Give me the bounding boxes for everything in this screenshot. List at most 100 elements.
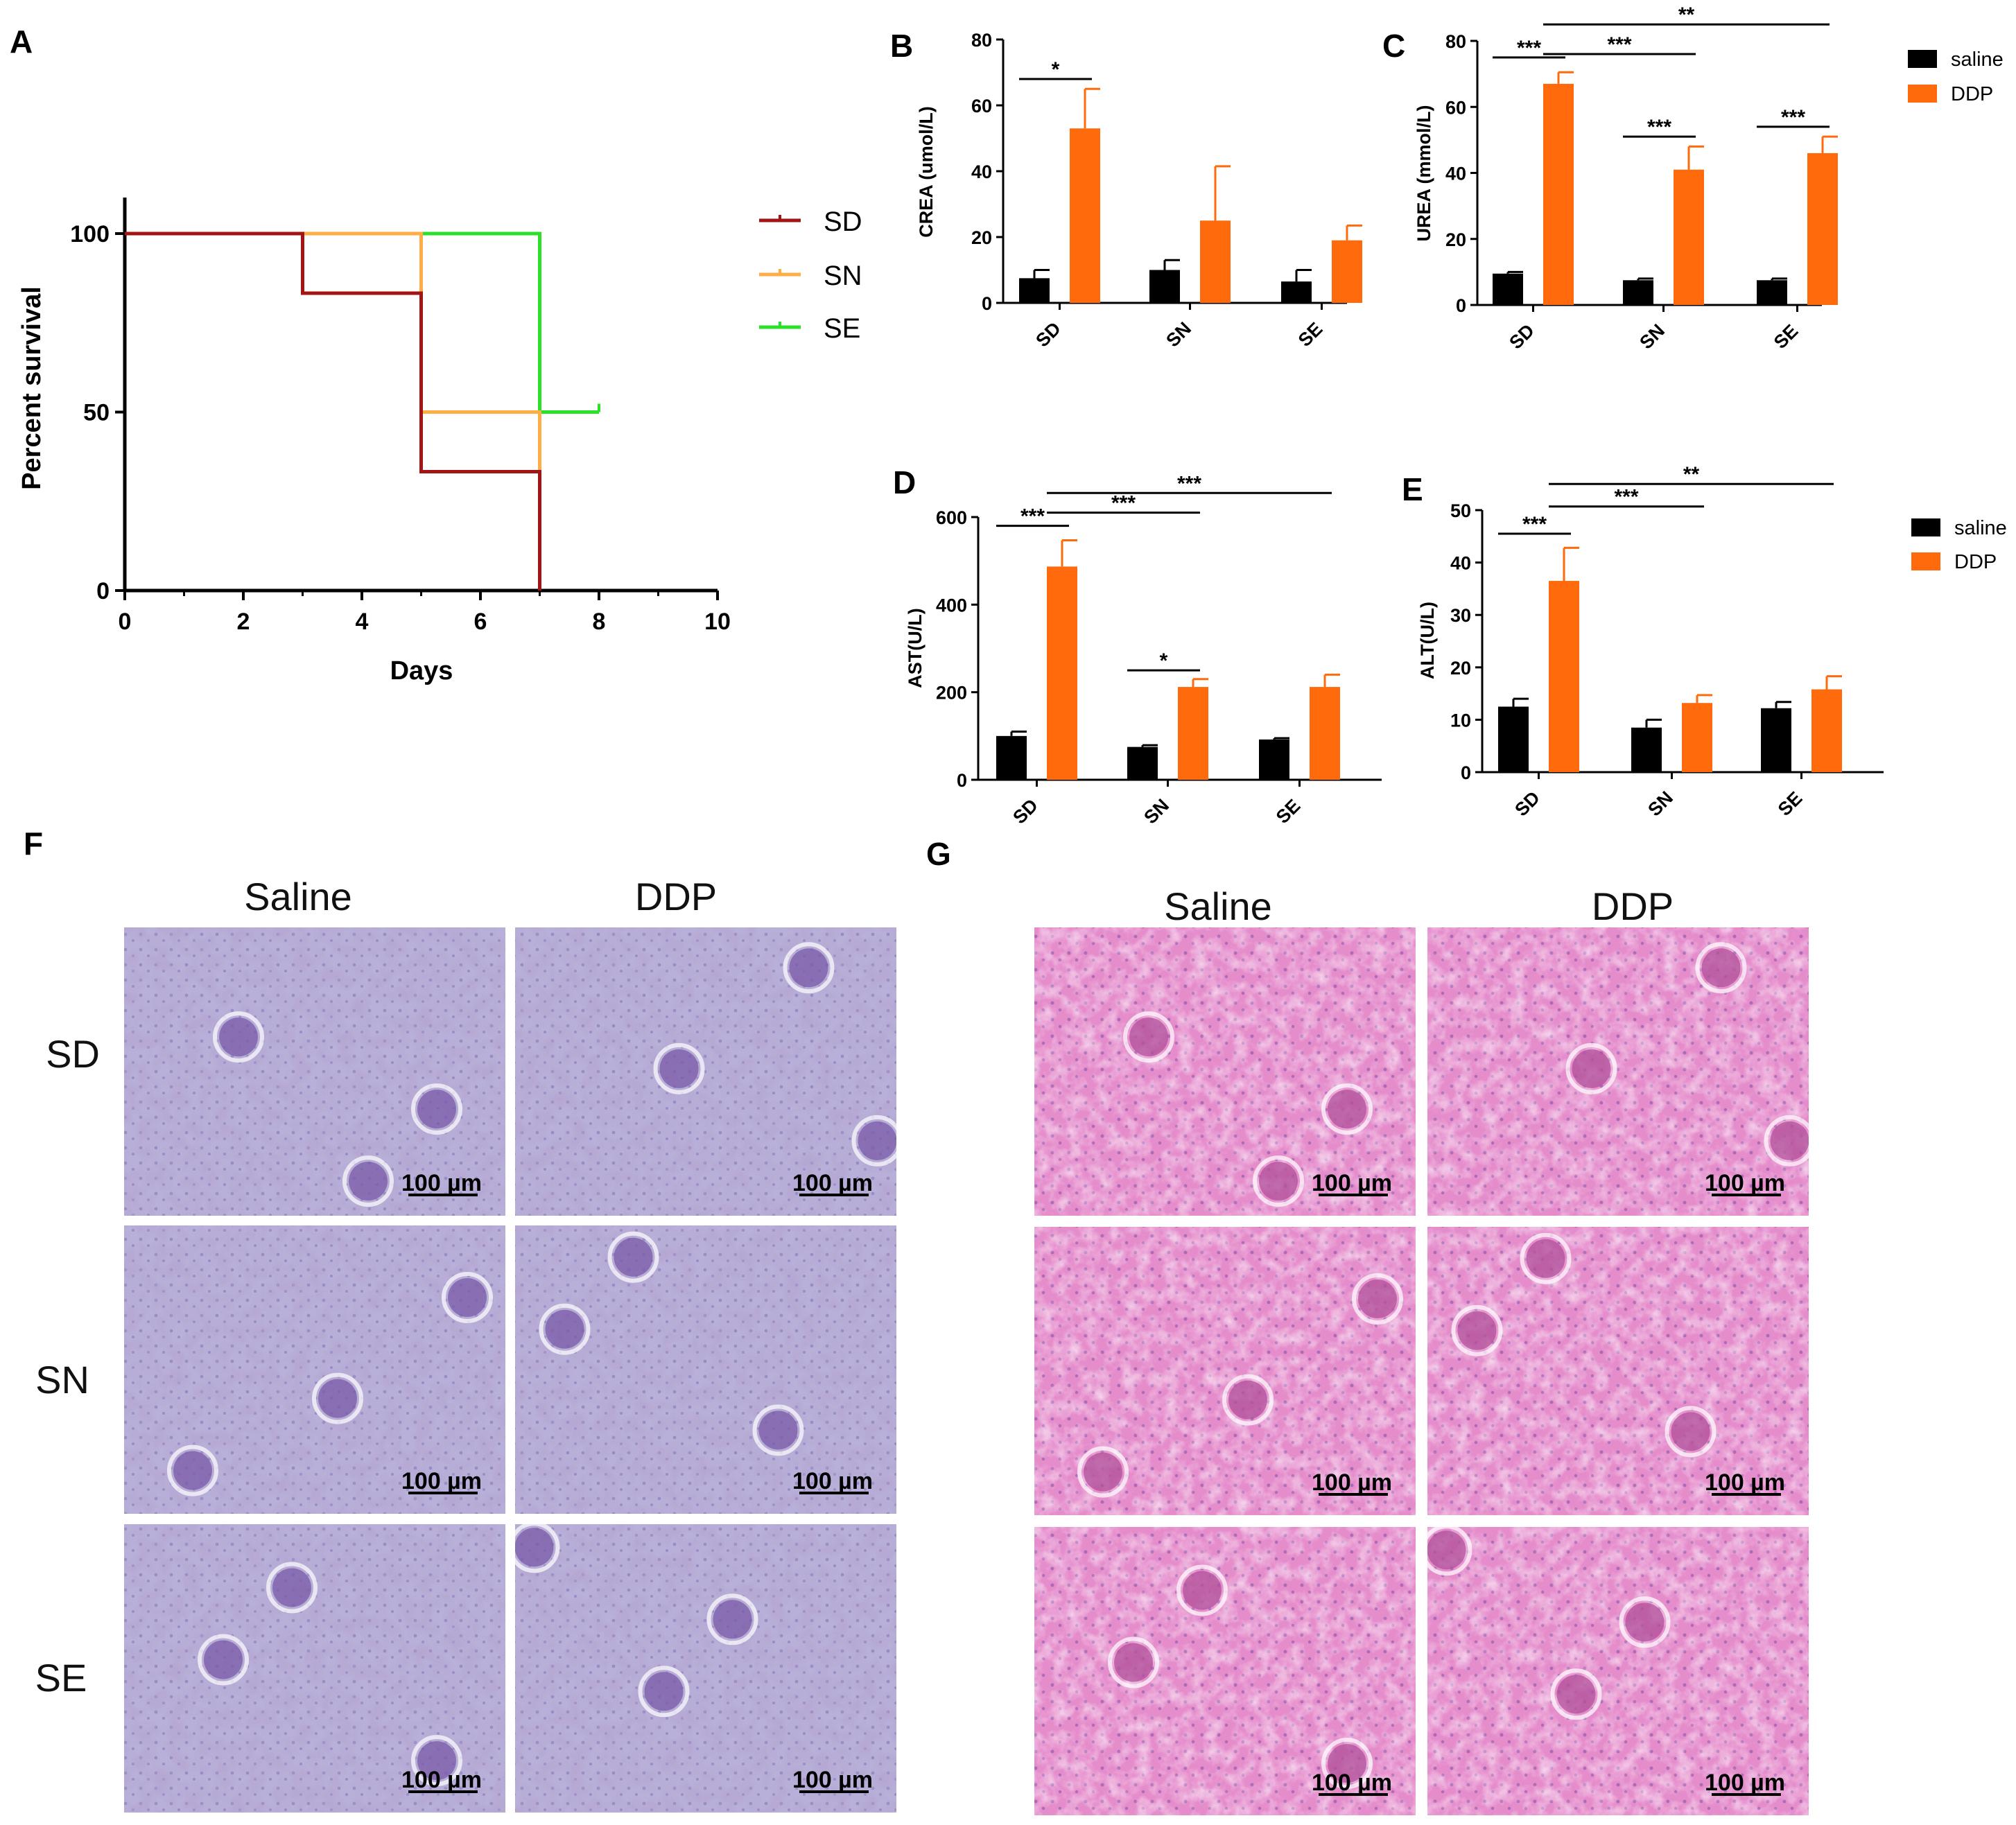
- glomerulus: [417, 1741, 456, 1781]
- survival-line-se: [125, 232, 599, 414]
- panel-label-g: G: [926, 836, 951, 872]
- scale-bar-label: 100 µm: [792, 1468, 873, 1494]
- pas-row-sd: SD: [46, 1032, 100, 1076]
- survival-x-tick-label: 2: [237, 609, 250, 635]
- y-tick-label: 80: [1445, 31, 1466, 52]
- legend-sd-label: SD: [824, 207, 862, 237]
- glomerulus-outline: [539, 1303, 591, 1355]
- scale-bar-label: 100 µm: [401, 1468, 482, 1494]
- panel-label-b: B: [890, 28, 913, 64]
- scale-bar-label: 100 µm: [792, 1170, 873, 1196]
- glomerulus-outline: [198, 1634, 249, 1686]
- pas-row-sn: SN: [35, 1358, 89, 1402]
- sig-stars: **: [1678, 3, 1695, 26]
- bar-saline-se: [1757, 280, 1787, 305]
- glomerulus-outline: [1222, 1374, 1274, 1426]
- panel-label-a: A: [10, 24, 33, 60]
- bar-saline-se: [1281, 281, 1312, 303]
- he-col-ddp: DDP: [1592, 884, 1674, 928]
- glomerulus: [515, 1528, 554, 1567]
- he-col-saline: Saline: [1164, 884, 1272, 928]
- glomerulus-outline: [1665, 1406, 1717, 1458]
- bar-ddp-sd: [1549, 581, 1579, 772]
- glomerulus: [272, 1568, 311, 1607]
- bar-saline-sn: [1127, 746, 1158, 780]
- glomerulus-outline: [752, 1404, 804, 1456]
- x-tick-label-sd: SD: [1505, 320, 1538, 353]
- bar-saline-sd: [996, 735, 1027, 780]
- y-tick-label: 60: [971, 96, 992, 116]
- sig-stars: ***: [1781, 106, 1805, 129]
- x-tick-label-sn: SN: [1140, 795, 1173, 828]
- glomerulus-outline: [342, 1155, 394, 1207]
- glomerulus: [1358, 1280, 1397, 1318]
- y-axis-title: UREA (mmol/L): [1414, 105, 1434, 242]
- survival-line-sn: [125, 232, 541, 472]
- sig-stars: *: [1160, 649, 1168, 672]
- tile-content: [515, 1524, 896, 1813]
- glomerulus-outline: [312, 1372, 363, 1424]
- micrograph-tile: 100 µm: [1034, 1527, 1416, 1815]
- glomerulus: [173, 1451, 212, 1490]
- glomerulus: [545, 1309, 584, 1349]
- glomerulus-outline: [1550, 1668, 1602, 1720]
- scale-bar-label: 100 µm: [401, 1170, 482, 1196]
- tile-content: [515, 1225, 896, 1514]
- glomerulus: [349, 1162, 388, 1201]
- glomerulus: [1556, 1675, 1596, 1714]
- y-tick-label: 40: [1450, 553, 1471, 574]
- scale-bar-label: 100 µm: [1705, 1770, 1785, 1796]
- survival-x-tick-label: 6: [474, 609, 487, 635]
- bar-saline-sn: [1631, 727, 1662, 772]
- tile-content: [1034, 927, 1416, 1216]
- y-axis-title: AST(U/L): [905, 608, 926, 688]
- micrograph-tile: 100 µm: [515, 1524, 896, 1813]
- bar-ddp-se: [1811, 689, 1842, 772]
- sig-stars: ***: [1607, 33, 1631, 56]
- glomerulus: [614, 1237, 653, 1277]
- panel-label-e: E: [1402, 471, 1423, 507]
- micrograph-tile: 100 µm: [515, 927, 896, 1216]
- survival-y-tick-label: 50: [83, 400, 110, 426]
- legend-se-label: SE: [824, 313, 860, 344]
- scale-bar-label: 100 µm: [1705, 1170, 1785, 1196]
- sig-stars: ***: [1614, 486, 1638, 509]
- glomerulus-outline: [442, 1272, 493, 1323]
- histology-pas-grid: Saline DDP SD SN SE 100 µm 100 µm 100 µm 10…: [35, 875, 896, 1813]
- glomerulus-outline: [1764, 1115, 1809, 1167]
- micrograph-tile: 100 µm: [124, 1524, 505, 1813]
- bar-saline-se: [1761, 708, 1791, 772]
- micrograph-tile: 100 µm: [1427, 927, 1809, 1216]
- pas-col-ddp: DDP: [635, 875, 717, 918]
- glomerulus: [1701, 948, 1741, 988]
- glomerulus-outline: [706, 1593, 758, 1645]
- x-tick-label-sd: SD: [1511, 787, 1544, 821]
- bar-ddp-sd: [1070, 128, 1100, 303]
- x-tick-label-se: SE: [1770, 320, 1802, 353]
- survival-x-tick-label: 4: [356, 609, 369, 635]
- glomerulus-outline: [213, 1011, 264, 1063]
- legend-ddp-swatch-top: [1908, 85, 1937, 103]
- legend-saline-label-bottom: saline: [1954, 517, 2007, 539]
- y-axis-title: ALT(U/L): [1417, 602, 1438, 679]
- survival-y-tick-label: 100: [70, 221, 110, 247]
- glomerulus-outline: [1619, 1596, 1671, 1648]
- legend-ddp-label-bottom: DDP: [1954, 551, 1997, 573]
- glomerulus: [1328, 1744, 1366, 1783]
- sig-stars: ***: [1647, 116, 1671, 139]
- glomerulus-outline: [851, 1115, 896, 1167]
- glomerulus-outline: [653, 1042, 705, 1094]
- tubule-texture: [515, 1225, 896, 1514]
- bar-ddp-se: [1332, 240, 1362, 303]
- micrograph-tile: 100 µm: [124, 927, 505, 1216]
- bar-ddp-sn: [1682, 703, 1712, 772]
- glomerulus: [318, 1379, 357, 1418]
- bar-ddp-se: [1310, 687, 1340, 780]
- survival-y-tick-label: 0: [96, 578, 110, 604]
- glomerulus: [1427, 1530, 1466, 1570]
- micrograph-tile: 100 µm: [515, 1225, 896, 1514]
- glomerulus: [1228, 1380, 1267, 1420]
